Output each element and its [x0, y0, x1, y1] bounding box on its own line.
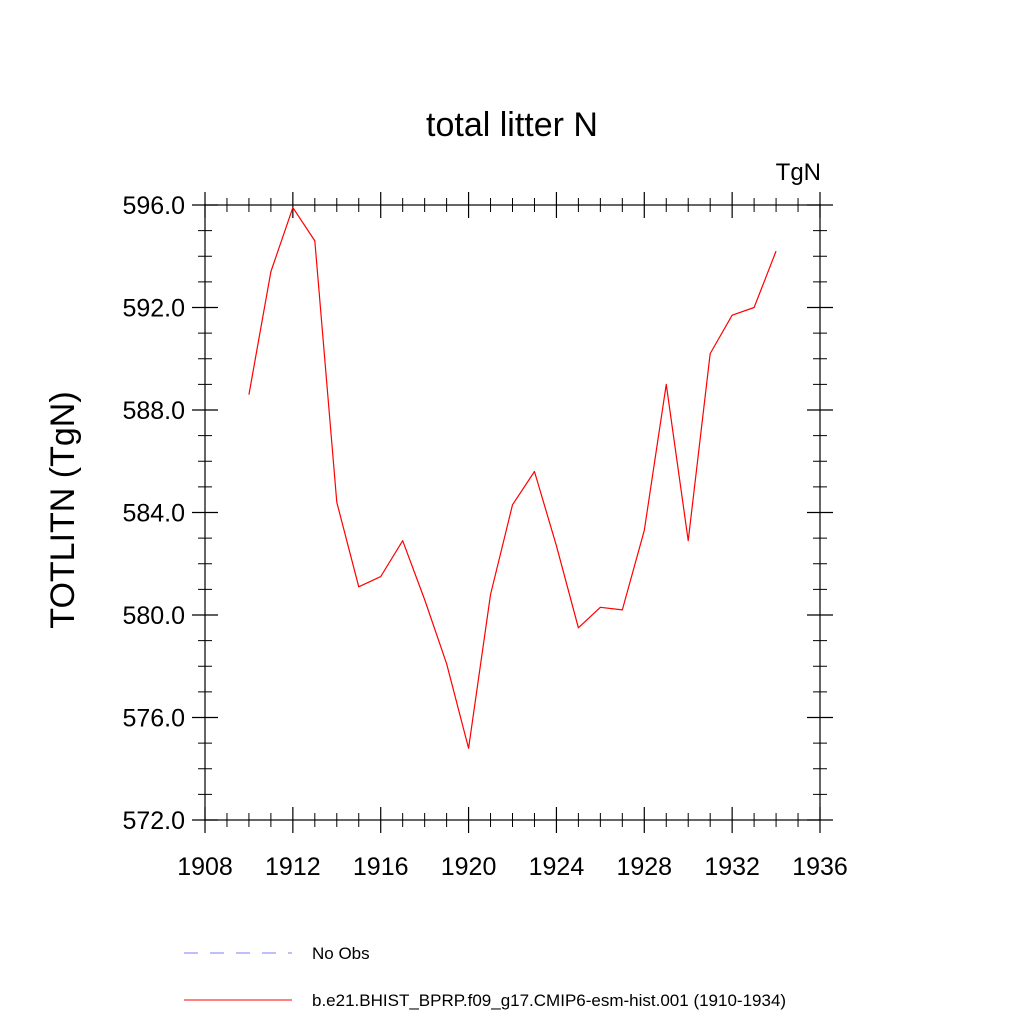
x-tick-label: 1932: [704, 853, 760, 881]
legend-label-model: b.e21.BHIST_BPRP.f09_g17.CMIP6-esm-hist.…: [312, 991, 786, 1010]
y-axis-label: TOTLITN (TgN): [44, 391, 82, 628]
series-layer: [248, 206, 777, 749]
x-tick-label: 1916: [353, 853, 409, 881]
y-tick-label: 572.0: [122, 807, 185, 835]
y-tick-label: 588.0: [122, 397, 185, 425]
x-tick-label: 1928: [616, 853, 672, 881]
series-line-model: [248, 206, 777, 749]
x-tick-label: 1908: [177, 853, 233, 881]
x-tick-labels: 1908 1912 1916 1920 1924 1928 1932 1936: [177, 853, 848, 881]
y-tick-label: 596.0: [122, 192, 185, 220]
y-tick-label: 592.0: [122, 295, 185, 323]
y-tick-label: 580.0: [122, 602, 185, 630]
x-tick-label: 1920: [441, 853, 497, 881]
x-tick-label: 1936: [792, 853, 848, 881]
plot-frame: [204, 204, 821, 821]
x-tick-label: 1924: [529, 853, 585, 881]
chart-title: total litter N: [426, 106, 598, 144]
units-label: TgN: [776, 159, 821, 186]
y-tick-labels: 572.0 576.0 580.0 584.0 588.0 592.0 596.0: [122, 192, 185, 835]
axis-ticks: [192, 192, 833, 833]
legend: No Obs b.e21.BHIST_BPRP.f09_g17.CMIP6-es…: [184, 944, 786, 1010]
x-tick-label: 1912: [265, 853, 321, 881]
y-tick-label: 576.0: [122, 705, 185, 733]
legend-label-no-obs: No Obs: [312, 944, 370, 963]
y-tick-label: 584.0: [122, 500, 185, 528]
